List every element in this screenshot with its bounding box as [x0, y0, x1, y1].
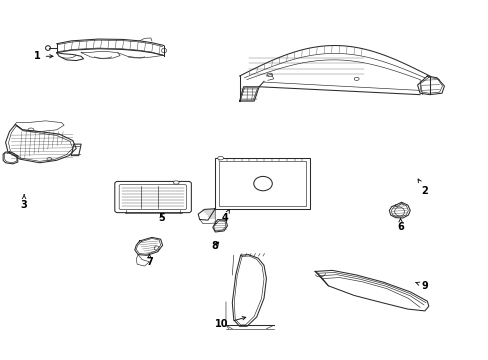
Text: 8: 8 [211, 241, 218, 251]
Ellipse shape [47, 158, 52, 161]
Text: 3: 3 [20, 194, 27, 210]
Text: 10: 10 [214, 316, 245, 329]
Ellipse shape [161, 48, 166, 53]
Ellipse shape [353, 77, 358, 81]
Text: 9: 9 [415, 281, 427, 291]
Bar [219, 161, 305, 206]
Text: 7: 7 [146, 255, 152, 267]
Text: 6: 6 [396, 219, 403, 231]
Ellipse shape [266, 73, 272, 77]
Text: 5: 5 [158, 213, 164, 222]
Ellipse shape [45, 46, 50, 50]
Ellipse shape [28, 128, 34, 132]
Ellipse shape [173, 181, 179, 184]
Ellipse shape [217, 156, 223, 160]
Text: 2: 2 [417, 179, 427, 196]
Ellipse shape [154, 246, 159, 250]
Text: 1: 1 [34, 51, 53, 61]
Bar [215, 158, 310, 209]
Text: 4: 4 [221, 210, 229, 222]
